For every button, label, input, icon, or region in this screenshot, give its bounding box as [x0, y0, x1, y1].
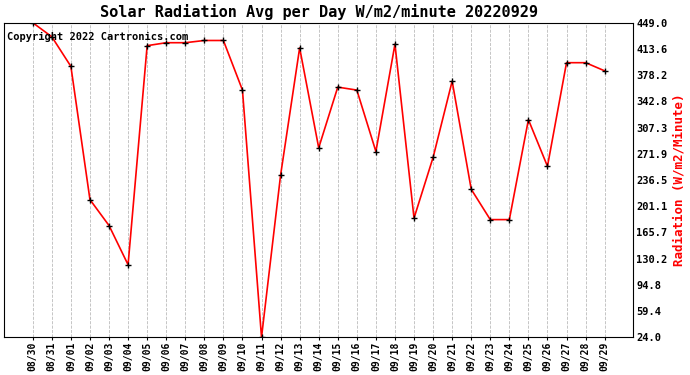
Point: [542, 164, 553, 170]
Point: [180, 40, 191, 46]
Point: [561, 60, 572, 66]
Point: [504, 217, 515, 223]
Point: [161, 40, 172, 46]
Point: [333, 84, 344, 90]
Point: [27, 20, 38, 26]
Point: [599, 68, 610, 74]
Point: [46, 34, 57, 40]
Point: [218, 38, 229, 44]
Point: [580, 60, 591, 66]
Point: [408, 215, 420, 221]
Point: [237, 87, 248, 93]
Text: Copyright 2022 Cartronics.com: Copyright 2022 Cartronics.com: [8, 32, 188, 42]
Point: [66, 63, 77, 69]
Point: [104, 222, 115, 228]
Point: [389, 41, 400, 47]
Point: [446, 78, 457, 84]
Point: [84, 196, 95, 202]
Point: [313, 145, 324, 151]
Point: [371, 148, 382, 154]
Point: [123, 262, 134, 268]
Point: [141, 43, 152, 49]
Point: [275, 172, 286, 178]
Point: [466, 186, 477, 192]
Point: [294, 45, 305, 51]
Point: [199, 38, 210, 44]
Point: [256, 334, 267, 340]
Point: [351, 87, 362, 93]
Point: [523, 117, 534, 123]
Title: Solar Radiation Avg per Day W/m2/minute 20220929: Solar Radiation Avg per Day W/m2/minute …: [100, 4, 538, 20]
Point: [428, 154, 439, 160]
Point: [485, 217, 496, 223]
Y-axis label: Radiation (W/m2/Minute): Radiation (W/m2/Minute): [673, 94, 686, 266]
